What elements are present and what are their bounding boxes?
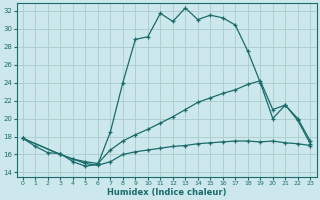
X-axis label: Humidex (Indice chaleur): Humidex (Indice chaleur) bbox=[107, 188, 226, 197]
